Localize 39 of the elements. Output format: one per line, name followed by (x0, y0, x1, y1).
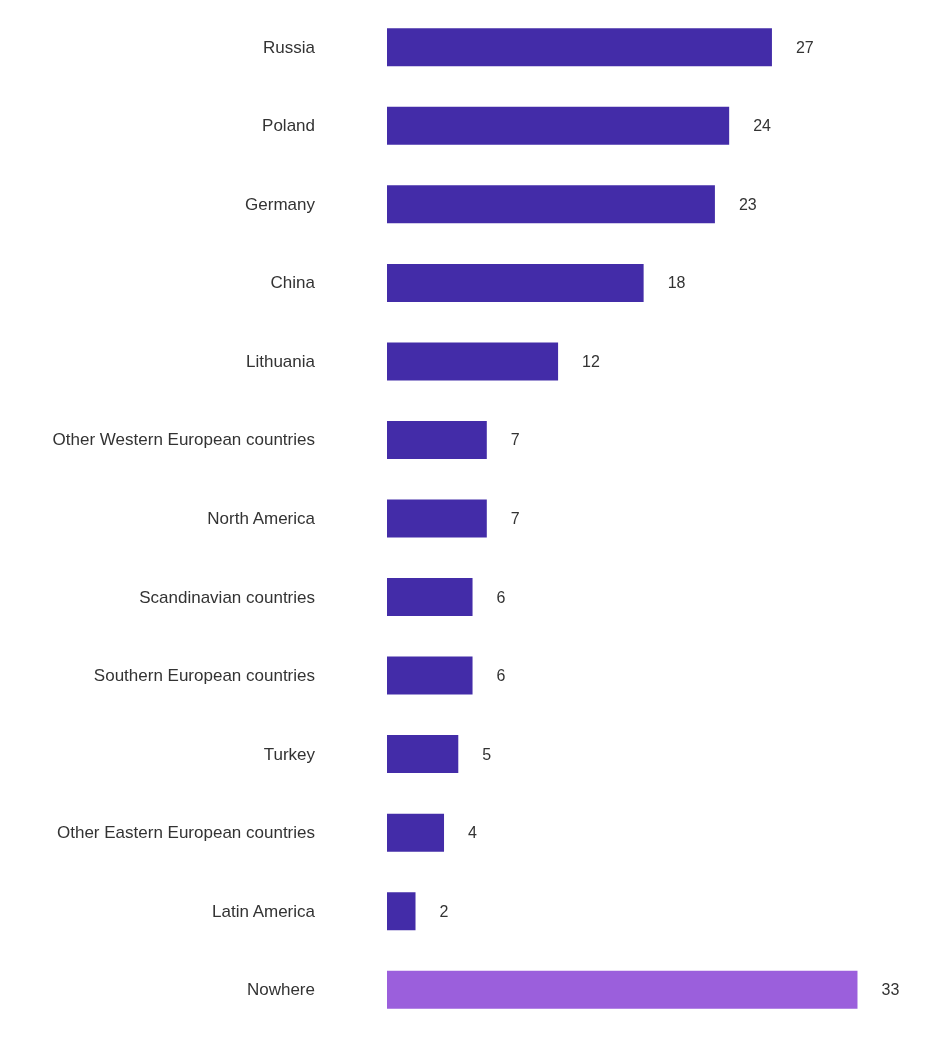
bar (387, 892, 416, 931)
y-tick-label: North America (207, 509, 316, 528)
data-label: 2 (439, 902, 449, 920)
data-label: 6 (496, 667, 506, 685)
data-label: 33 (881, 981, 900, 999)
y-tick-label: Russia (263, 37, 316, 57)
bar (387, 28, 772, 67)
data-label: 5 (482, 745, 492, 763)
y-tick-label: Nowhere (246, 980, 315, 1000)
data-label: 7 (510, 431, 520, 449)
bar (387, 578, 473, 617)
data-label: 27 (795, 38, 814, 56)
data-label: 6 (496, 588, 506, 606)
bar (387, 970, 858, 1009)
y-tick-label: Other Western European countries (52, 430, 315, 450)
y-tick-label: China (270, 273, 316, 293)
y-tick-label: Scandinavian countries (139, 587, 315, 607)
y-tick-label: Latin America (212, 901, 316, 921)
bar (387, 499, 487, 538)
y-tick-label: Other Eastern European countries (57, 823, 315, 843)
data-label: 12 (582, 352, 600, 370)
data-label: 7 (510, 510, 520, 527)
bar (387, 420, 487, 459)
y-tick-label: Lithuania (245, 351, 316, 371)
bar (387, 735, 459, 774)
data-label: 23 (738, 195, 757, 213)
bar (387, 263, 644, 302)
data-label: 4 (468, 824, 478, 842)
y-tick-label: Turkey (263, 744, 316, 764)
bar (387, 656, 473, 695)
y-tick-label: Southern European countries (93, 666, 315, 686)
bar (387, 185, 715, 224)
bar (387, 106, 730, 145)
y-tick-label: Germany (245, 194, 316, 214)
data-label: 18 (667, 274, 686, 292)
bar (387, 813, 445, 852)
data-label: 24 (753, 117, 772, 135)
bar (387, 342, 559, 381)
y-tick-label: Poland (262, 116, 315, 136)
